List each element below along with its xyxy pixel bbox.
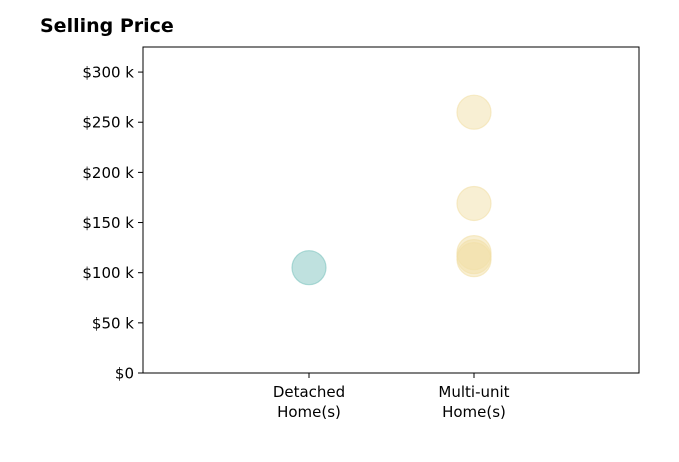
data-point [456, 242, 492, 278]
y-tick-label: $100 k [82, 264, 134, 282]
y-tick-label: $250 k [82, 114, 134, 132]
data-point [456, 185, 492, 222]
y-tick-label: $200 k [82, 164, 134, 182]
plot-frame [142, 46, 640, 374]
x-tick-label: Multi-unit Home(s) [438, 383, 509, 421]
y-axis: $0 $50 k $100 k $150 k $200 k $250 k $300 k [82, 64, 143, 383]
y-tick-label: $50 k [92, 314, 134, 332]
points-layer [291, 94, 492, 286]
x-tick-label: Detached Home(s) [273, 383, 345, 421]
data-point [291, 250, 327, 286]
chart-title: Selling Price [40, 15, 174, 37]
y-tick-label: $0 [115, 365, 134, 383]
x-axis: Detached Home(s) Multi-unit Home(s) [273, 373, 510, 421]
data-point [456, 94, 492, 130]
y-tick-label: $300 k [82, 64, 134, 82]
y-tick-label: $150 k [82, 214, 134, 232]
